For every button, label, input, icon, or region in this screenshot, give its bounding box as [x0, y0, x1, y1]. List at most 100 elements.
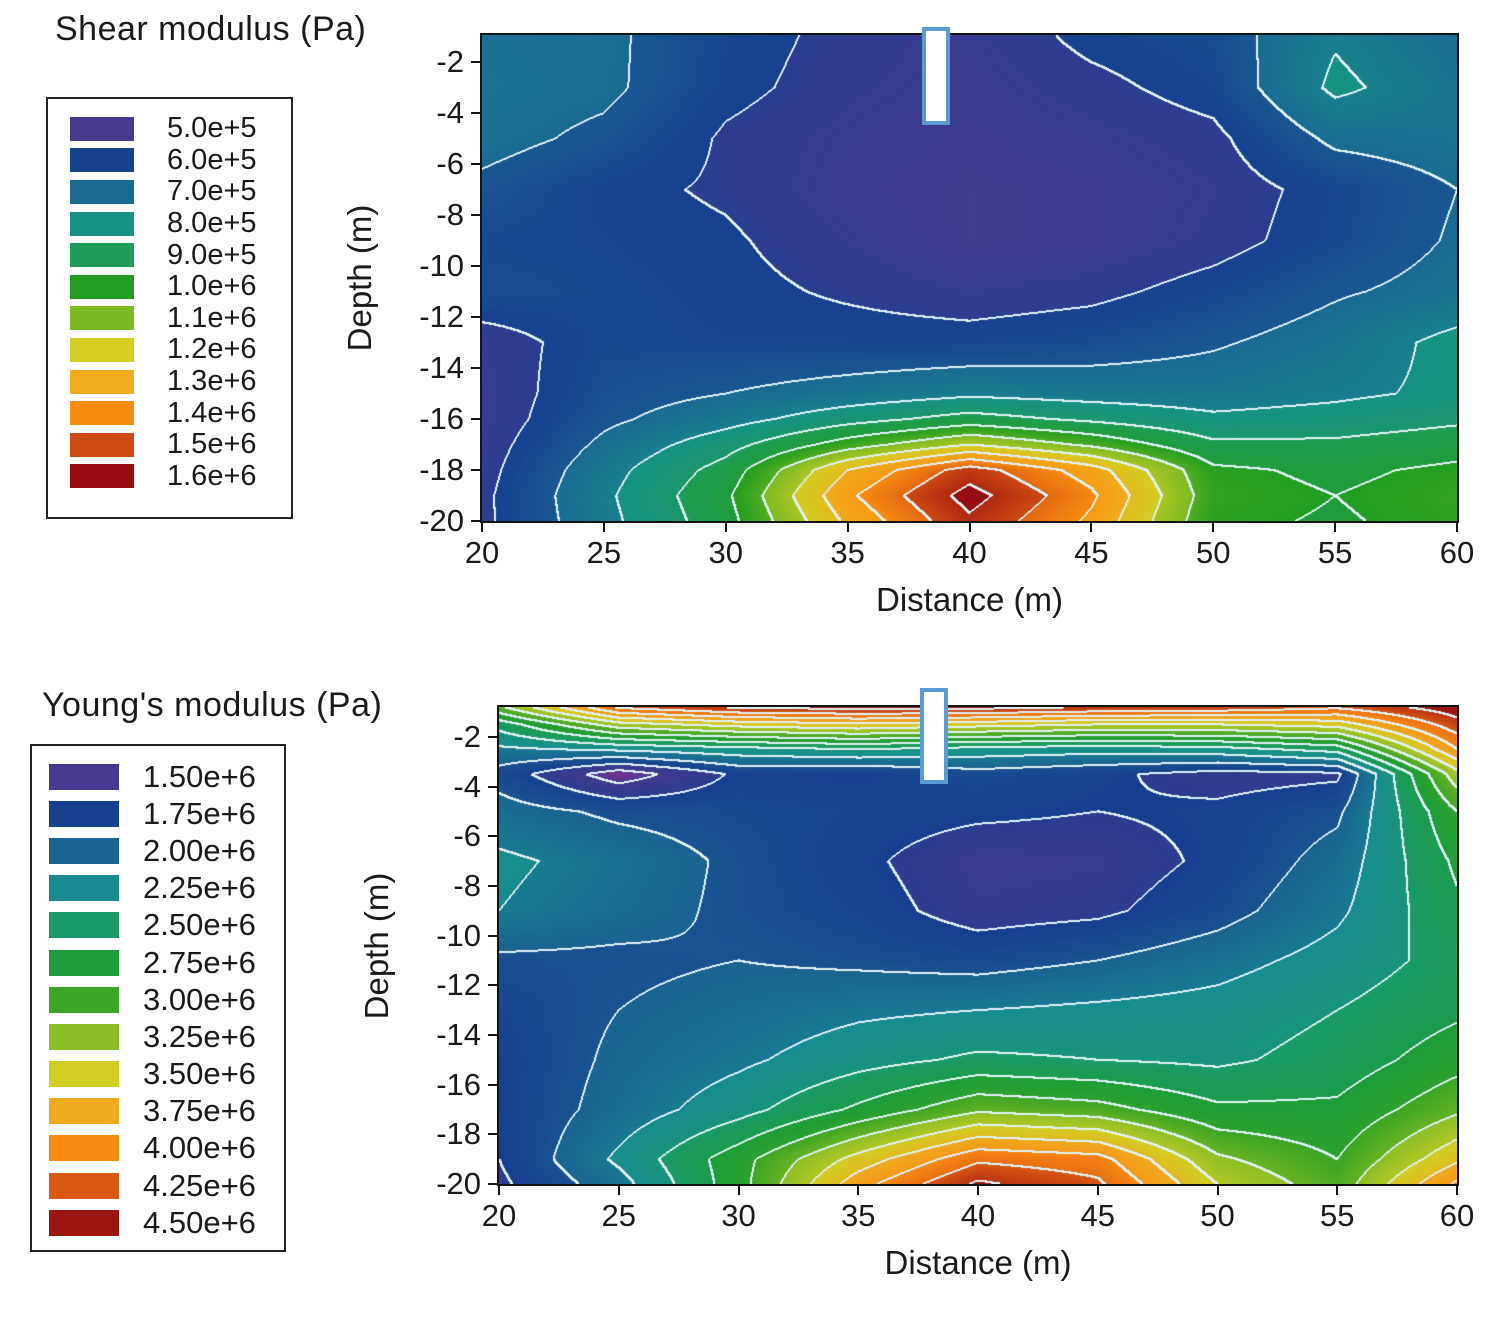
- y-axis-tick: [488, 785, 497, 788]
- x-axis-tick: [1456, 1186, 1458, 1195]
- y-axis-tick: [471, 265, 480, 268]
- legend-label: 1.1e+6: [167, 301, 257, 334]
- x-tick-label: 55: [1320, 1198, 1355, 1233]
- legend-label: 1.4e+6: [167, 396, 257, 429]
- x-axis-tick: [1334, 523, 1337, 532]
- legend-item: 1.5e+6: [70, 428, 291, 461]
- x-axis-tick: [1212, 523, 1215, 532]
- legend-swatch: [70, 116, 134, 141]
- y-axis-tick: [471, 418, 480, 420]
- legend-swatch: [70, 179, 134, 204]
- legend-label: 9.0e+5: [167, 238, 257, 271]
- legend-item: 1.1e+6: [70, 301, 291, 335]
- legend-item: 1.75e+6: [49, 795, 284, 832]
- x-tick-label: 20: [464, 535, 500, 570]
- y-tick-label: -12: [436, 967, 481, 1003]
- legend-label: 3.75e+6: [143, 1093, 256, 1129]
- legend-item: 7.0e+5: [70, 175, 291, 208]
- y-axis-tick: [471, 214, 480, 217]
- legend-item: 2.00e+6: [49, 832, 284, 869]
- legend-item: 3.75e+6: [49, 1093, 284, 1130]
- legend-item: 4.25e+6: [49, 1167, 284, 1204]
- shear-legend-box: 5.0e+5 6.0e+5 7.0e+5 8.0e+5 9.0e+5 1.0e+6 1.1e…: [46, 97, 293, 519]
- shear-plot-title: Shear modulus (Pa): [55, 10, 367, 48]
- legend-label: 1.0e+6: [167, 270, 257, 303]
- legend-swatch: [70, 148, 134, 173]
- x-tick-label: 50: [1196, 535, 1231, 570]
- x-axis-tick: [498, 1186, 500, 1195]
- legend-swatch: [49, 1061, 119, 1088]
- legend-label: 6.0e+5: [167, 143, 257, 176]
- x-axis-tick: [857, 1186, 860, 1195]
- legend-swatch: [49, 912, 119, 939]
- x-axis-tick: [1336, 1186, 1339, 1195]
- legend-swatch: [49, 1172, 119, 1199]
- y-axis-tick: [488, 884, 497, 887]
- y-tick-label: -14: [419, 350, 464, 385]
- y-axis-tick: [471, 520, 480, 522]
- x-tick-label: 35: [830, 535, 865, 570]
- y-tick-label: -8: [436, 197, 464, 233]
- legend-swatch: [49, 763, 119, 790]
- x-axis-tick: [1090, 523, 1093, 532]
- legend-swatch: [49, 986, 119, 1013]
- x-axis-tick: [617, 1186, 620, 1195]
- legend-swatch: [70, 306, 134, 331]
- legend-item: 6.0e+5: [70, 143, 291, 177]
- legend-label: 7.0e+5: [167, 175, 257, 208]
- y-tick-label: -8: [453, 867, 481, 903]
- y-tick-label: -20: [436, 1166, 481, 1201]
- legend-swatch: [70, 337, 134, 362]
- y-tick-label: -20: [419, 503, 464, 538]
- legend-label: 2.50e+6: [143, 907, 256, 943]
- legend-item: 2.50e+6: [49, 907, 284, 944]
- y-axis-tick: [471, 61, 480, 64]
- x-axis-tick: [1216, 1186, 1219, 1195]
- depth-axis-label-top: Depth (m): [341, 204, 378, 352]
- y-axis-tick: [488, 1033, 497, 1036]
- legend-item: 1.0e+6: [70, 270, 291, 303]
- x-axis-tick: [968, 523, 971, 532]
- distance-axis-label-bottom: Distance (m): [884, 1244, 1072, 1281]
- legend-swatch: [49, 1098, 119, 1125]
- legend-swatch: [49, 875, 119, 902]
- y-tick-label: -18: [419, 452, 464, 487]
- legend-label: 1.3e+6: [167, 365, 257, 398]
- legend-swatch: [49, 837, 119, 864]
- x-axis-tick: [602, 523, 605, 532]
- y-tick-label: -12: [419, 299, 464, 334]
- legend-item: 1.6e+6: [70, 459, 291, 493]
- legend-label: 3.50e+6: [143, 1056, 256, 1092]
- legend-item: 2.75e+6: [49, 944, 284, 981]
- legend-swatch: [49, 1135, 119, 1162]
- x-tick-label: 25: [601, 1198, 636, 1233]
- shear-contour-plot: Distance (m) Depth (m) 20 25 30 35 40 45 50 55 6…: [341, 27, 1474, 618]
- y-axis-tick: [488, 735, 497, 738]
- x-axis-tick: [977, 1186, 979, 1195]
- legend-item: 3.50e+6: [49, 1056, 284, 1093]
- legend-label: 1.50e+6: [143, 758, 256, 794]
- legend-item: 3.25e+6: [49, 1018, 284, 1055]
- legend-swatch: [49, 1209, 119, 1236]
- legend-label: 4.50e+6: [143, 1204, 256, 1240]
- legend-label: 1.6e+6: [167, 459, 257, 492]
- legend-label: 1.75e+6: [143, 795, 256, 831]
- y-axis-tick: [471, 316, 480, 318]
- y-axis-tick: [471, 367, 480, 369]
- y-axis-tick: [471, 112, 480, 115]
- x-axis-tick: [724, 523, 727, 532]
- legend-item: 1.50e+6: [49, 758, 284, 795]
- legend-label: 3.25e+6: [143, 1018, 256, 1054]
- legend-label: 2.25e+6: [143, 870, 256, 906]
- x-tick-label: 40: [960, 1198, 996, 1233]
- depth-axis-label-bottom: Depth (m): [358, 872, 395, 1019]
- y-axis-tick: [488, 1183, 497, 1185]
- y-axis-tick: [471, 163, 480, 166]
- legend-item: 1.3e+6: [70, 365, 291, 398]
- x-tick-label: 60: [1439, 535, 1475, 570]
- legend-swatch: [70, 401, 134, 426]
- legend-item: 3.00e+6: [49, 981, 284, 1018]
- legend-label: 3.00e+6: [143, 981, 256, 1017]
- x-tick-label: 20: [481, 1198, 517, 1233]
- x-axis-tick: [1456, 523, 1458, 532]
